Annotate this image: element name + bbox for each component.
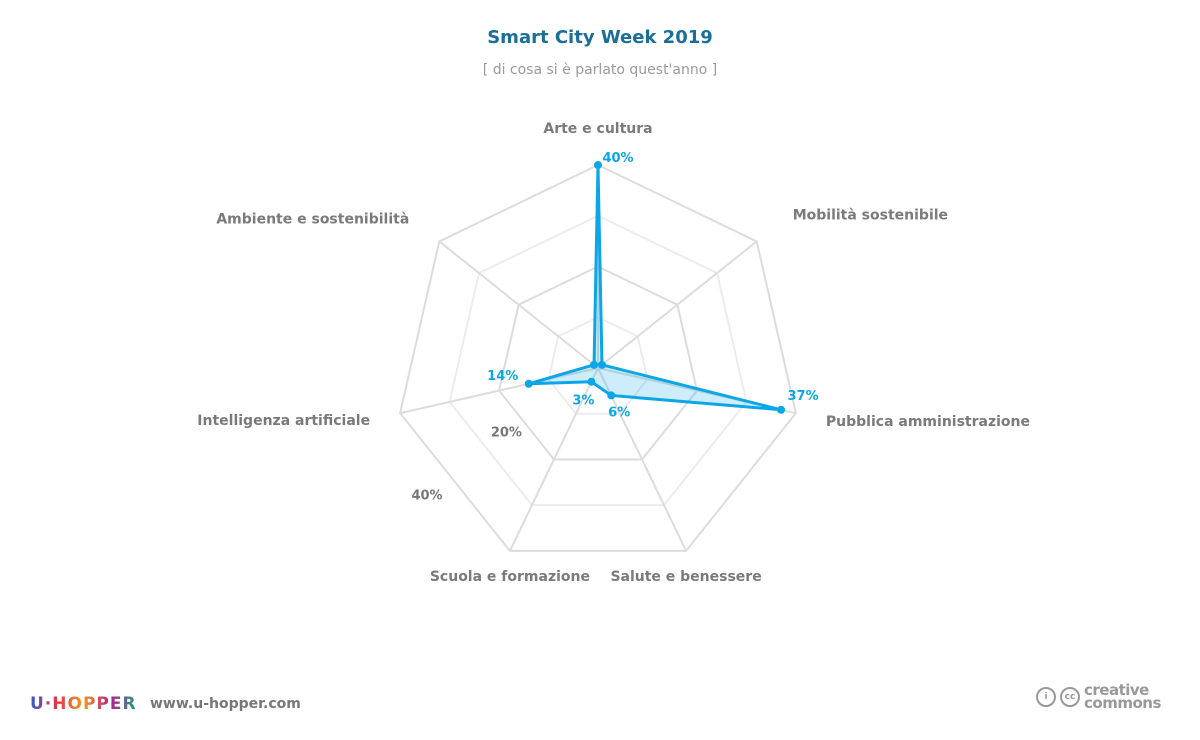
data-point <box>524 379 533 388</box>
data-point <box>590 360 599 369</box>
value-label: 40% <box>602 151 633 166</box>
grid-ring <box>399 163 797 552</box>
cc-text-1: creative <box>1084 681 1149 699</box>
data-point <box>777 405 786 414</box>
grid-spoke <box>399 367 599 415</box>
ring-label: 20% <box>491 425 522 440</box>
grid-spoke <box>438 240 599 369</box>
value-label: 14% <box>487 369 518 384</box>
value-label: 37% <box>788 389 819 404</box>
cc-icon: cc <box>1060 687 1080 707</box>
grid-spoke <box>509 367 599 552</box>
cc-text-2: commons <box>1084 694 1161 712</box>
axis-label: Pubblica amministrazione <box>826 414 1030 430</box>
axis-label: Intelligenza artificiale <box>197 413 370 429</box>
grid-spoke <box>597 240 758 369</box>
data-point <box>594 161 602 169</box>
data-point <box>607 391 616 400</box>
chart-subtitle: [ di cosa si è parlato quest'anno ] <box>482 62 718 78</box>
u-hopper-logo[interactable]: U·HOPPER <box>30 694 137 714</box>
grid-ring <box>448 214 748 507</box>
data-point <box>587 377 596 386</box>
data-point <box>597 360 606 369</box>
attribution-icon: i <box>1036 687 1056 707</box>
axis-label: Mobilità sostenibile <box>793 207 948 223</box>
chart-title: Smart City Week 2019 <box>487 27 713 48</box>
axis-label: Arte e cultura <box>543 121 652 137</box>
logo-text: U·HOPPER <box>30 694 137 714</box>
axis-label: Scuola e formazione <box>430 569 590 585</box>
grid-ring <box>547 316 649 415</box>
data-series-area <box>527 163 783 412</box>
axis-label: Ambiente e sostenibilità <box>216 211 409 227</box>
website-link[interactable]: www.u-hopper.com <box>150 696 301 712</box>
value-label: 3% <box>572 394 594 409</box>
axis-label: Salute e benessere <box>610 569 761 585</box>
creative-commons-badge[interactable]: i cc creative commons <box>1036 681 1161 712</box>
grid-ring <box>497 265 699 461</box>
value-label: 6% <box>608 405 630 420</box>
ring-label: 40% <box>411 489 442 504</box>
